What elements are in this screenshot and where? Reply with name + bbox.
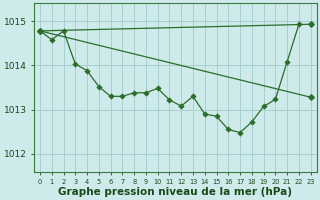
X-axis label: Graphe pression niveau de la mer (hPa): Graphe pression niveau de la mer (hPa) [58, 187, 292, 197]
